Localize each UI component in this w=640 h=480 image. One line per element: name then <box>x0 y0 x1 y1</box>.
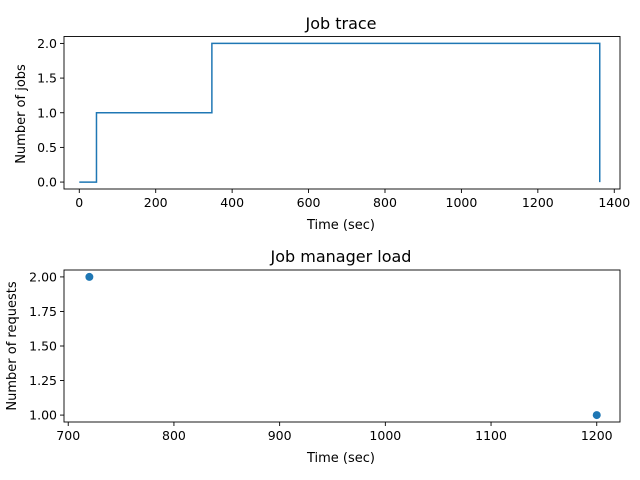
x-tick-label: 1200 <box>581 428 613 443</box>
y-tick-label: 1.5 <box>37 71 57 86</box>
series-line <box>79 42 601 183</box>
y-tick-label: 2.00 <box>29 269 57 284</box>
y-tick-label: 0.0 <box>37 175 57 190</box>
y-tick-label: 1.25 <box>29 373 57 388</box>
data-point <box>85 272 94 281</box>
y-tick-label: 1.00 <box>29 408 57 423</box>
x-tick-label: 1200 <box>522 195 554 210</box>
x-tick-label: 800 <box>162 428 186 443</box>
x-tick-label: 800 <box>373 195 397 210</box>
x-tick-label: 200 <box>144 195 168 210</box>
y-axis-label: Number of requests <box>5 281 20 410</box>
axes-frame <box>63 36 621 190</box>
job-trace-panel: Job trace Time (sec) Number of jobs 0 200… <box>14 14 630 233</box>
x-axis-label: Time (sec) <box>306 218 375 233</box>
x-tick-label: 700 <box>56 428 80 443</box>
x-axis-label: Time (sec) <box>306 451 375 466</box>
y-axis-label: Number of jobs <box>14 64 29 164</box>
y-tick-label: 1.0 <box>37 105 57 120</box>
plot-area: 0 200 400 600 800 1000 1200 1400 0.0 0.5 1.0 1.5 2.0 <box>37 36 630 210</box>
axes-frame <box>63 269 621 423</box>
chart-title: Job manager load <box>270 247 412 266</box>
data-point <box>592 411 601 420</box>
x-tick-label: 600 <box>297 195 321 210</box>
x-tick-label: 400 <box>220 195 244 210</box>
job-manager-load-panel: Job manager load Time (sec) Number of re… <box>5 247 621 466</box>
chart-title: Job trace <box>304 14 376 33</box>
x-tick-label: 900 <box>268 428 292 443</box>
y-tick-label: 1.50 <box>29 339 57 354</box>
x-tick-label: 1000 <box>369 428 401 443</box>
plot-area: 700 800 900 1000 1100 1200 1.00 1.25 1.50 1.75 2.0… <box>29 269 613 443</box>
x-tick-label: 1000 <box>446 195 478 210</box>
y-tick-label: 0.5 <box>37 140 57 155</box>
x-tick-label: 0 <box>75 195 83 210</box>
y-tick-label: 2.0 <box>37 36 57 51</box>
x-tick-label: 1100 <box>475 428 507 443</box>
x-tick-label: 1400 <box>598 195 630 210</box>
y-tick-label: 1.75 <box>29 304 57 319</box>
